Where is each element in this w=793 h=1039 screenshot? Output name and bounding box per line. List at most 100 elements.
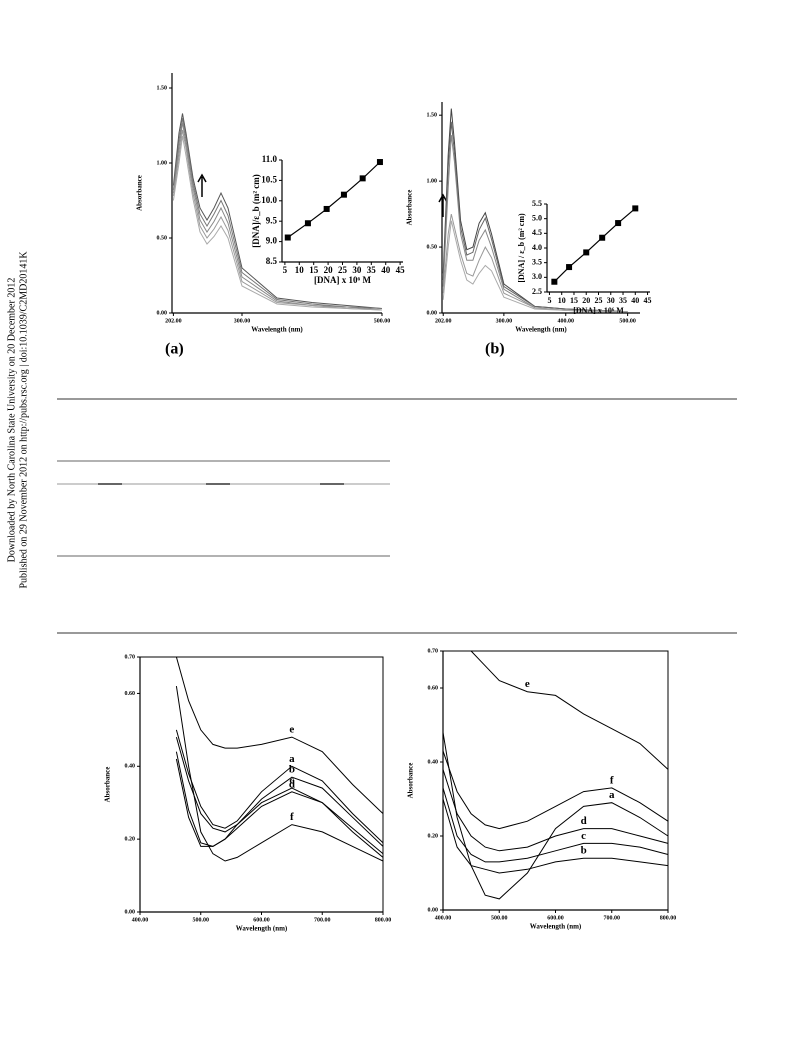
- x-tick-label: 800.00: [660, 915, 677, 921]
- y-tick-label: 0.40: [428, 759, 439, 765]
- marker: [323, 205, 330, 212]
- curve-label: a: [289, 753, 295, 765]
- y-tick-label: 0.70: [125, 654, 136, 660]
- marker: [566, 264, 573, 271]
- y-tick-label: 0.20: [125, 837, 136, 843]
- y-tick-label: 10.0: [261, 195, 277, 205]
- y-tick-label: 0.00: [157, 310, 168, 316]
- sidebar-text: Published on 29 November 2012 on http://…: [18, 251, 29, 589]
- series-line: [175, 751, 384, 858]
- y-tick-label: 9.5: [266, 215, 278, 225]
- x-tick-label: 30: [352, 265, 362, 275]
- series-line: [442, 220, 628, 313]
- y-tick-label: 8.5: [266, 256, 278, 266]
- series-line: [175, 686, 384, 862]
- curve-label: e: [289, 724, 294, 736]
- y-tick-label: 2.5: [532, 287, 542, 296]
- y-tick-label: 9.0: [266, 236, 278, 246]
- series-line: [175, 729, 384, 844]
- x-tick-label: 700.00: [314, 917, 331, 923]
- x-tick-label: 600.00: [253, 917, 270, 923]
- curve-label: f: [290, 811, 294, 823]
- series-line: [175, 656, 384, 814]
- y-axis-label: Absorbance: [104, 767, 112, 803]
- y-axis-label: [DNA] / ε_b (m² cm): [517, 213, 526, 283]
- x-axis-label: Wavelength (nm): [251, 326, 303, 334]
- curve-label: e: [525, 678, 530, 690]
- series-line: [172, 117, 383, 309]
- y-tick-label: 0.60: [125, 691, 136, 697]
- curve-label: b: [581, 845, 587, 857]
- curve-label: f: [610, 774, 614, 786]
- y-tick-label: 0.50: [427, 244, 438, 250]
- y-axis-label: Absorbance: [136, 175, 144, 211]
- x-tick-label: 400.00: [558, 318, 575, 324]
- series-line: [470, 650, 669, 770]
- y-tick-label: 0.00: [427, 310, 438, 316]
- x-tick-label: 30: [607, 296, 615, 305]
- x-tick-label: 300.00: [234, 318, 251, 324]
- x-tick-label: 400.00: [132, 917, 149, 923]
- marker: [340, 191, 347, 198]
- x-tick-label: 40: [631, 296, 639, 305]
- y-tick-label: 5.0: [532, 213, 542, 222]
- panel-label: (b): [485, 341, 505, 358]
- y-tick-label: 0.20: [428, 833, 439, 839]
- curve-label: a: [609, 789, 615, 801]
- series-line: [442, 750, 669, 830]
- x-tick-label: 35: [367, 265, 377, 275]
- marker: [551, 278, 558, 285]
- series-line: [442, 121, 628, 313]
- y-tick-label: 3.5: [532, 257, 542, 266]
- x-tick-label: 500.00: [619, 318, 636, 324]
- x-tick-label: 20: [324, 265, 334, 275]
- x-tick-label: 202.00: [435, 318, 452, 324]
- curve-label: b: [289, 764, 295, 776]
- x-tick-label: 45: [644, 296, 652, 305]
- y-axis-label: [DNA]/ε_b (m² cm): [251, 174, 261, 248]
- x-tick-label: 500.00: [491, 915, 508, 921]
- curve-label: c: [581, 830, 586, 842]
- series-line: [172, 135, 383, 311]
- y-tick-label: 4.0: [532, 243, 542, 252]
- x-tick-label: 15: [309, 265, 319, 275]
- x-axis-label: Wavelength (nm): [515, 326, 567, 334]
- x-axis-label: Wavelength (nm): [236, 925, 288, 933]
- marker: [632, 205, 639, 212]
- y-tick-label: 0.00: [125, 909, 136, 915]
- series-line: [175, 758, 384, 855]
- x-tick-label: 300.00: [496, 318, 513, 324]
- y-tick-label: 3.0: [532, 272, 542, 281]
- y-tick-label: 4.5: [532, 228, 542, 237]
- x-tick-label: 25: [595, 296, 603, 305]
- x-tick-label: 20: [582, 296, 590, 305]
- x-tick-label: 40: [381, 265, 391, 275]
- x-tick-label: 800.00: [375, 917, 392, 923]
- curve-label: c: [289, 775, 294, 787]
- x-tick-label: 202.00: [165, 318, 182, 324]
- x-tick-label: 400.00: [435, 915, 452, 921]
- arrow: [438, 193, 448, 217]
- x-tick-label: 10: [558, 296, 566, 305]
- series-line: [172, 129, 383, 311]
- series-line: [442, 732, 669, 900]
- y-tick-label: 0.60: [428, 685, 439, 691]
- curve-label: d: [581, 815, 587, 827]
- x-axis-label: [DNA] x 10⁶ M: [573, 306, 624, 315]
- x-tick-label: 35: [619, 296, 627, 305]
- x-tick-label: 500.00: [193, 917, 210, 923]
- x-tick-label: 500.00: [374, 318, 391, 324]
- x-tick-label: 5: [283, 265, 288, 275]
- arrow: [197, 173, 207, 197]
- x-axis-label: [DNA] x 10⁶ M: [314, 275, 371, 285]
- series-line: [172, 113, 383, 309]
- marker: [599, 234, 606, 241]
- series-line: [442, 798, 669, 874]
- y-tick-label: 10.5: [261, 174, 277, 184]
- marker: [359, 175, 366, 182]
- curve-label: d: [289, 778, 295, 790]
- y-tick-label: 1.00: [157, 160, 168, 166]
- x-tick-label: 45: [396, 265, 406, 275]
- x-axis-label: Wavelength (nm): [530, 923, 582, 931]
